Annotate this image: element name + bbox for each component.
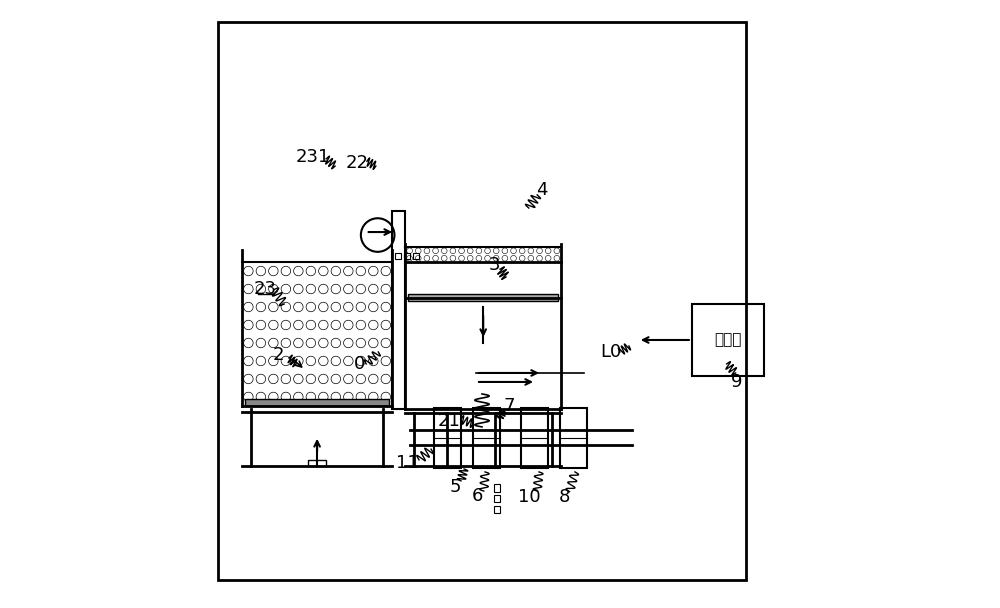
Text: 4: 4 — [536, 181, 548, 199]
Bar — [560, 408, 587, 468]
Text: 22: 22 — [346, 154, 369, 172]
Text: 21: 21 — [438, 412, 460, 430]
Bar — [692, 304, 764, 376]
Text: 23: 23 — [253, 280, 276, 298]
Text: 11: 11 — [396, 454, 418, 472]
Bar — [494, 485, 500, 492]
Bar — [408, 294, 558, 301]
Text: 231: 231 — [296, 148, 330, 166]
Bar — [404, 253, 410, 259]
Text: 控制器: 控制器 — [714, 333, 742, 348]
Text: 6: 6 — [472, 487, 483, 505]
Text: L0: L0 — [600, 343, 622, 361]
Bar — [395, 253, 401, 259]
Text: 8: 8 — [558, 488, 570, 506]
Bar — [392, 211, 405, 409]
Text: 7: 7 — [503, 397, 515, 415]
Bar — [434, 408, 461, 468]
Text: 5: 5 — [449, 478, 461, 496]
Bar — [521, 408, 548, 468]
Text: 9: 9 — [731, 373, 743, 391]
Text: 3: 3 — [488, 256, 500, 274]
Bar — [308, 460, 326, 466]
Text: 0: 0 — [353, 355, 365, 373]
Text: 10: 10 — [518, 488, 541, 506]
Bar — [245, 399, 389, 406]
Bar — [473, 408, 500, 468]
Bar — [413, 253, 419, 259]
Bar — [494, 496, 500, 502]
Bar — [494, 506, 500, 513]
Bar — [218, 22, 746, 580]
Text: 2: 2 — [272, 346, 284, 364]
